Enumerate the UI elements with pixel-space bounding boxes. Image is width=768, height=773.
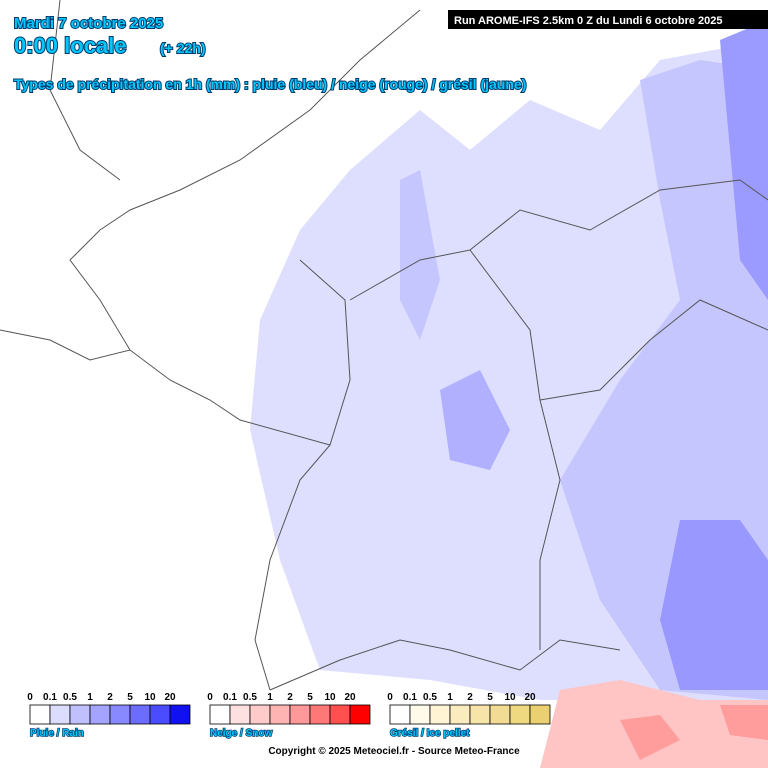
legend-swatch (489, 704, 511, 725)
legend-tick: 0 (27, 692, 33, 703)
legend-tick: 5 (307, 692, 313, 703)
legend-swatch (149, 704, 171, 725)
legend-swatch (169, 704, 191, 725)
legend-tick: 1 (267, 692, 273, 703)
legend-tick: 20 (164, 692, 176, 703)
legend-swatch (69, 704, 91, 725)
legend-label: Grésil / Ice pellet (390, 728, 470, 739)
legend-tick: 0 (387, 692, 393, 703)
time: 0:00 locale (14, 33, 127, 58)
subtitle: Types de précipitation en 1h (mm) : plui… (14, 76, 526, 92)
legend-label: Neige / Snow (210, 728, 272, 739)
legend-tick: 0 (207, 692, 213, 703)
rain-heavy (720, 20, 768, 300)
legend-swatch (89, 704, 111, 725)
legend-tick: 10 (504, 692, 516, 703)
legend-swatch (249, 704, 271, 725)
legend-tick: 0.1 (43, 692, 57, 703)
legend-swatch (429, 704, 451, 725)
legend-swatch (49, 704, 71, 725)
legend-tick: 0.5 (423, 692, 437, 703)
legend-swatch (329, 704, 351, 725)
legend-swatch (389, 704, 411, 725)
rain-moderate (440, 370, 510, 470)
date: Mardi 7 octobre 2025 (14, 15, 163, 32)
rain-heavy (660, 520, 768, 690)
legend-tick: 5 (487, 692, 493, 703)
legend-tick: 20 (344, 692, 356, 703)
legend-swatch (309, 704, 331, 725)
run-box (448, 10, 768, 29)
legend-swatch (269, 704, 291, 725)
legend-swatch (129, 704, 151, 725)
legend-tick: 0.1 (403, 692, 417, 703)
legend-tick: 2 (467, 692, 473, 703)
legend-tick: 10 (324, 692, 336, 703)
legend-swatch (209, 704, 231, 725)
borders (0, 0, 768, 691)
legend-tick: 10 (144, 692, 156, 703)
legend-swatch (409, 704, 431, 725)
legend-swatch (289, 704, 311, 725)
legend-swatch (469, 704, 491, 725)
legend-swatch (29, 704, 51, 725)
legend-swatch (349, 704, 371, 725)
legend-label: Pluie / Rain (30, 728, 84, 739)
snow-heavy (620, 705, 768, 760)
legend-tick: 0.5 (243, 692, 257, 703)
precipitation (250, 20, 768, 768)
legend-swatch (449, 704, 471, 725)
legend-tick: 0.5 (63, 692, 77, 703)
legend-swatch (509, 704, 531, 725)
legend-tick: 5 (127, 692, 133, 703)
legend-tick: 0.1 (223, 692, 237, 703)
legend-tick: 2 (107, 692, 113, 703)
legend-swatch (229, 704, 251, 725)
copyright: Copyright © 2025 Meteociel.fr - Source M… (268, 746, 520, 757)
run-info: Run AROME-IFS 2.5km 0 Z du Lundi 6 octob… (454, 15, 723, 27)
legend-tick: 1 (447, 692, 453, 703)
legend-tick: 20 (524, 692, 536, 703)
rain-moderate (400, 170, 440, 340)
legend-tick: 2 (287, 692, 293, 703)
legend-swatch (529, 704, 551, 725)
legend-tick: 1 (87, 692, 93, 703)
offset: (+ 22h) (160, 40, 206, 56)
legend-swatch (109, 704, 131, 725)
